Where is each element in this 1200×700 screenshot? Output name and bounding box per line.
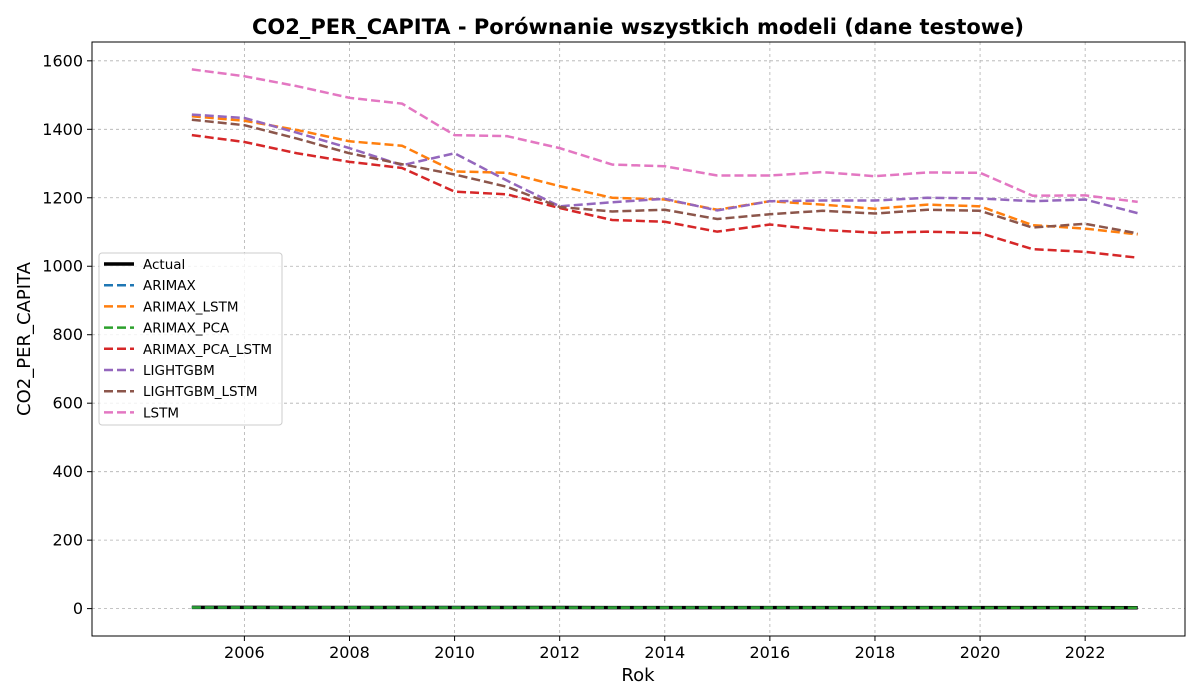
series-line-lightgbm [191, 113, 1139, 215]
x-tick-label: 2008 [329, 643, 370, 662]
x-tick-label: 2020 [960, 643, 1001, 662]
series-line-lstm [191, 68, 1138, 204]
series-line-lightgbm-lstm [191, 118, 1138, 235]
y-tick-label: 1200 [42, 188, 83, 207]
x-tick-label: 2018 [855, 643, 896, 662]
legend-label: ARIMAX [143, 278, 196, 294]
y-tick-label: 1000 [42, 257, 83, 276]
legend-label: LSTM [143, 405, 179, 421]
series-line-arimax-pca-lstm [191, 133, 1138, 259]
y-axis-ticks: 0 200 400 600 800 1000 1200 1400 1600 [42, 51, 92, 618]
chart-title: CO2_PER_CAPITA - Porównanie wszystkich m… [252, 15, 1024, 39]
x-tick-label: 2010 [434, 643, 475, 662]
plot-frame [91, 41, 1186, 637]
legend: Actual ARIMAX ARIMAX_LSTM ARIMAX_PCA ARIMAX_… [98, 252, 283, 426]
x-tick-label: 2012 [539, 643, 580, 662]
legend-label: ARIMAX_PCA_LSTM [143, 342, 272, 358]
y-tick-label: 400 [52, 462, 83, 481]
legend-label: Actual [143, 257, 185, 273]
legend-label: LIGHTGBM [143, 363, 215, 379]
y-tick-label: 200 [52, 531, 83, 550]
x-tick-label: 2016 [750, 643, 791, 662]
x-axis-title: Rok [621, 665, 655, 686]
x-tick-label: 2014 [644, 643, 685, 662]
legend-label: ARIMAX_PCA [143, 321, 230, 337]
y-axis-title: CO2_PER_CAPITA [14, 261, 35, 416]
series-lines [191, 68, 1139, 610]
x-axis-ticks: 2006 2008 2010 2012 2014 2016 2018 2020 2022 [224, 636, 1106, 662]
y-tick-label: 600 [52, 394, 83, 413]
y-tick-label: 1400 [42, 120, 83, 139]
y-tick-label: 1600 [42, 51, 83, 70]
legend-box [98, 252, 283, 426]
y-tick-label: 0 [73, 599, 83, 618]
y-tick-label: 800 [52, 325, 83, 344]
x-tick-label: 2006 [224, 643, 265, 662]
x-tick-label: 2022 [1065, 643, 1106, 662]
legend-label: ARIMAX_LSTM [143, 299, 238, 315]
legend-label: LIGHTGBM_LSTM [143, 384, 257, 400]
